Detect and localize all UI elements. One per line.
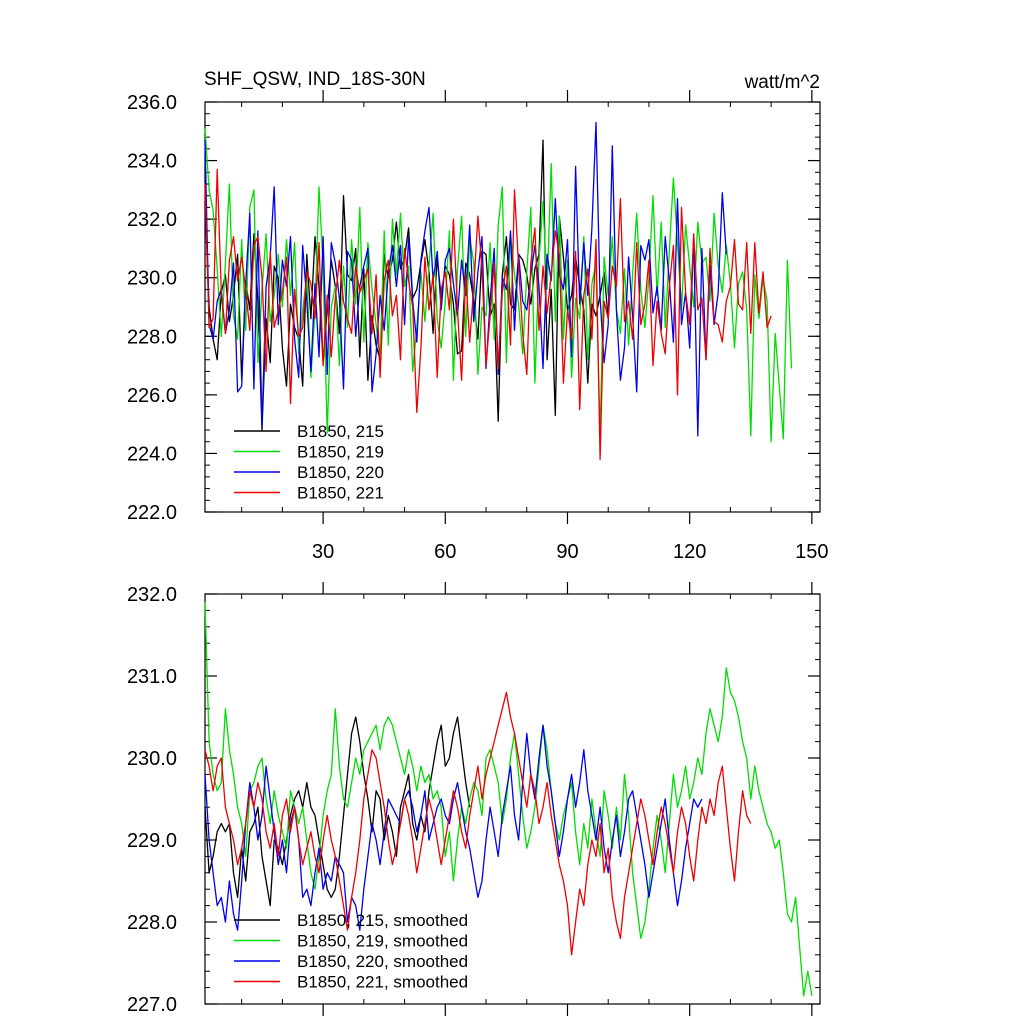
series-line xyxy=(204,128,793,443)
y-tick-label: 236.0 xyxy=(127,92,177,114)
legend-label: B1850, 219, smoothed xyxy=(297,932,468,951)
y-tick-label: 231.0 xyxy=(127,666,177,688)
y-tick-label: 226.0 xyxy=(127,385,177,407)
y-tick-label: 230.0 xyxy=(127,748,177,770)
plot-frame xyxy=(204,593,821,1005)
top-panel: SHF_QSW, IND_18S-30N watt/m^2 30 60 90 120 1… xyxy=(127,69,829,563)
legend-label: B1850, 220, smoothed xyxy=(297,952,468,971)
x-tick-label: 60 xyxy=(434,541,456,563)
series-line xyxy=(204,168,772,460)
series-line xyxy=(204,139,609,431)
y-tick-label: 232.0 xyxy=(127,584,177,606)
y-tick-label: 228.0 xyxy=(127,912,177,934)
y-tick-label: 234.0 xyxy=(127,151,177,173)
y-tick-label: 229.0 xyxy=(127,830,177,852)
series-line xyxy=(204,716,471,907)
series-line xyxy=(204,691,752,956)
series-line xyxy=(204,724,703,931)
x-tick-label: 30 xyxy=(312,541,334,563)
y-tick-label: 222.0 xyxy=(127,502,177,524)
chart-title: SHF_QSW, IND_18S-30N xyxy=(204,69,426,90)
x-tick-label: 120 xyxy=(673,541,706,563)
x-tick-label: 150 xyxy=(795,541,828,563)
x-tick-label: 90 xyxy=(556,541,578,563)
legend-label: B1850, 220 xyxy=(297,463,384,482)
chart-units: watt/m^2 xyxy=(744,72,820,93)
y-tick-label: 227.0 xyxy=(127,994,177,1016)
y-tick-label: 232.0 xyxy=(127,209,177,231)
legend-label: B1850, 215 xyxy=(297,422,384,441)
legend-label: B1850, 219 xyxy=(297,443,384,462)
legend-label: B1850, 221, smoothed xyxy=(297,973,468,992)
y-tick-label: 228.0 xyxy=(127,326,177,348)
bottom-panel: 227.0 228.0 229.0 230.0 231.0 232.0 B1850, 215… xyxy=(127,582,821,1016)
legend-label: B1850, 221 xyxy=(297,484,384,503)
y-tick-label: 230.0 xyxy=(127,268,177,290)
legend-label: B1850, 215, smoothed xyxy=(297,911,468,930)
plot-frame xyxy=(204,101,821,513)
y-tick-label: 224.0 xyxy=(127,443,177,465)
